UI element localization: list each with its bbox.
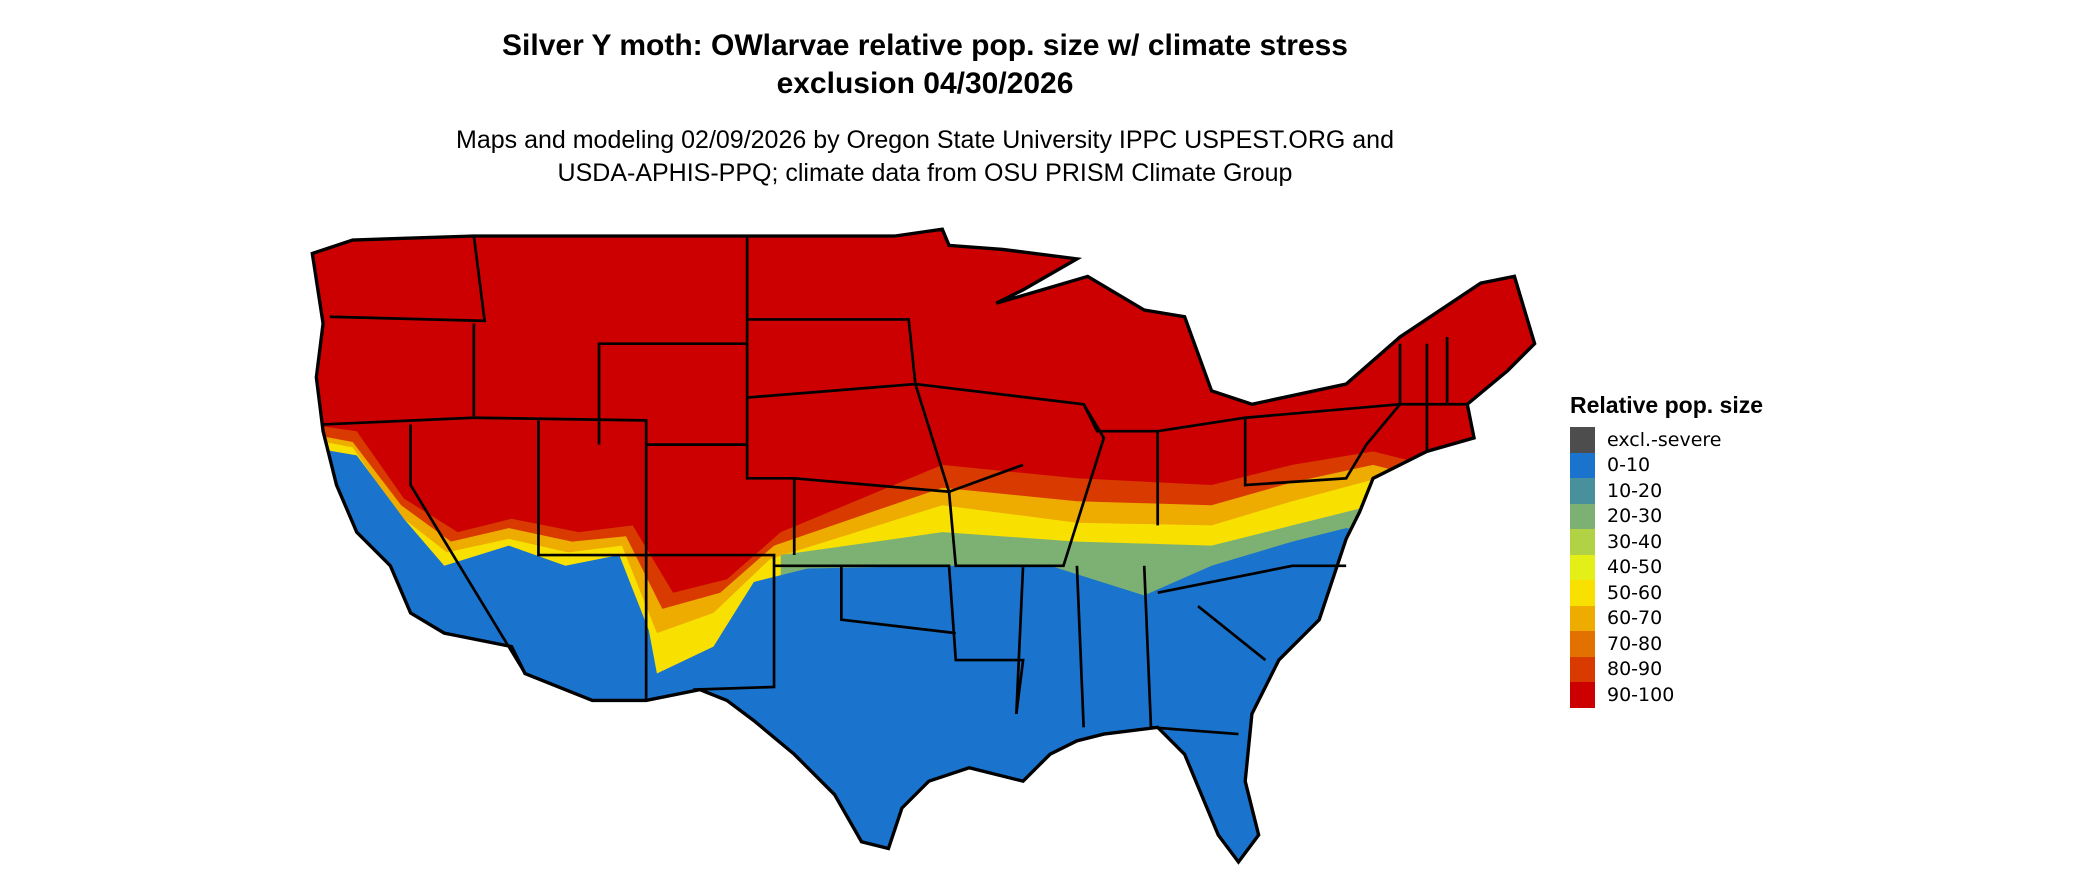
- legend-swatch: [1570, 656, 1595, 682]
- legend-item: 20-30: [1570, 503, 1763, 529]
- state-borders: [323, 235, 1468, 736]
- legend-item: 10-20: [1570, 478, 1763, 504]
- legend-swatch: [1570, 631, 1595, 657]
- legend-item: 30-40: [1570, 529, 1763, 555]
- legend-item: 60-70: [1570, 605, 1763, 631]
- legend-label: 50-60: [1607, 581, 1663, 604]
- legend-swatch: [1570, 478, 1595, 504]
- legend-label: 60-70: [1607, 607, 1663, 630]
- legend-label: 10-20: [1607, 479, 1663, 502]
- map-subtitle-line2: USDA-APHIS-PPQ; climate data from OSU PR…: [557, 159, 1293, 187]
- legend-swatch: [1570, 605, 1595, 631]
- legend-item: 70-80: [1570, 631, 1763, 657]
- map-title-line1: Silver Y moth: OWlarvae relative pop. si…: [502, 29, 1348, 62]
- legend-swatch: [1570, 682, 1595, 708]
- legend-swatch: [1570, 554, 1595, 580]
- legend-label: 20-30: [1607, 505, 1663, 528]
- legend: Relative pop. size excl.-severe 0-10 10-20…: [1570, 392, 1763, 708]
- legend-title: Relative pop. size: [1570, 392, 1764, 418]
- legend-label: excl.-severe: [1607, 428, 1722, 451]
- legend-label: 30-40: [1607, 530, 1663, 553]
- legend-swatch: [1570, 452, 1595, 478]
- legend-item: excl.-severe: [1570, 427, 1763, 453]
- legend-swatch: [1570, 503, 1595, 529]
- map-title-line2: exclusion 04/30/2026: [776, 67, 1074, 100]
- legend-label: 90-100: [1607, 683, 1675, 706]
- legend-swatch: [1570, 427, 1595, 453]
- legend-item: 50-60: [1570, 580, 1763, 606]
- legend-label: 40-50: [1607, 556, 1663, 579]
- legend-label: 0-10: [1607, 454, 1651, 477]
- legend-swatch: [1570, 580, 1595, 606]
- map-subtitle-line1: Maps and modeling 02/09/2026 by Oregon S…: [456, 126, 1394, 154]
- legend-swatch: [1570, 529, 1595, 555]
- legend-label: 70-80: [1607, 632, 1663, 655]
- legend-item: 80-90: [1570, 656, 1763, 682]
- legend-item: 90-100: [1570, 682, 1763, 708]
- legend-item: 40-50: [1570, 554, 1763, 580]
- legend-label: 80-90: [1607, 658, 1663, 681]
- legend-item: 0-10: [1570, 452, 1763, 478]
